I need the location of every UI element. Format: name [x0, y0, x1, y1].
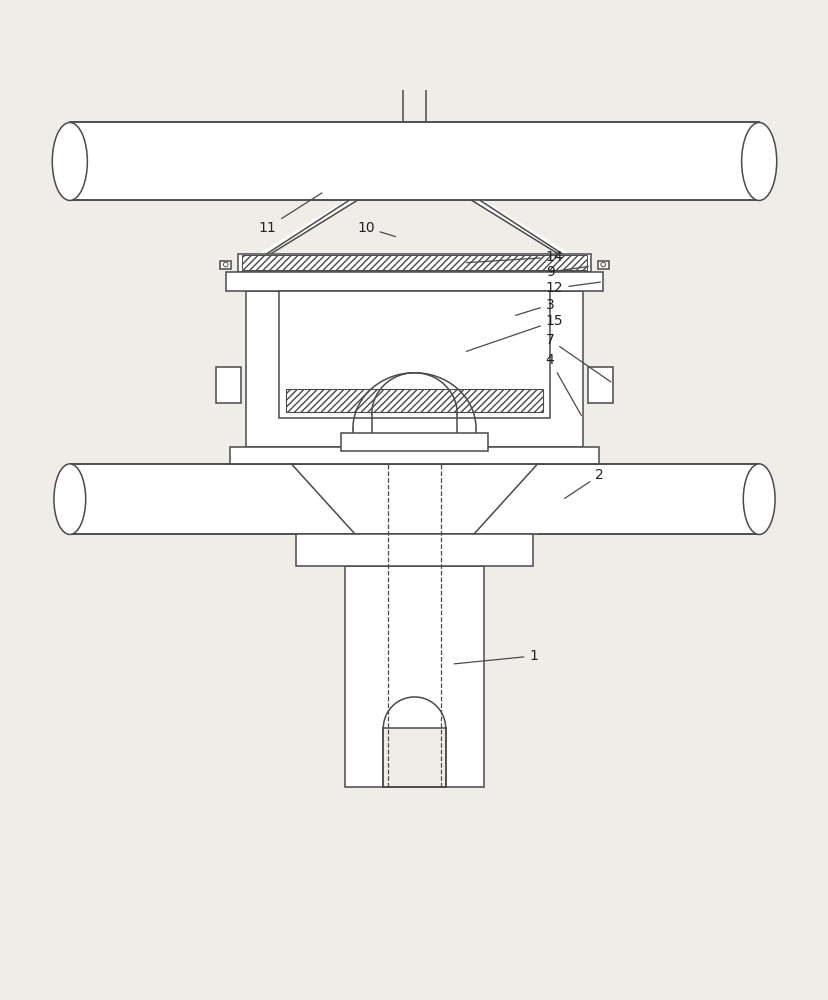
Bar [70, 464, 758, 534]
Text: 1: 1 [454, 649, 537, 664]
Text: 2: 2 [564, 468, 603, 498]
Text: 12: 12 [545, 281, 599, 295]
Text: 4: 4 [545, 353, 580, 416]
Polygon shape [291, 464, 355, 534]
Bar [344, 566, 484, 787]
Bar [238, 254, 590, 272]
Polygon shape [473, 464, 537, 534]
Bar [219, 261, 231, 269]
Bar [242, 255, 586, 270]
Bar [215, 367, 240, 403]
Bar [383, 728, 445, 787]
Ellipse shape [52, 122, 87, 200]
Circle shape [600, 262, 604, 267]
Bar [225, 272, 603, 291]
Bar [286, 389, 542, 412]
Text: 9: 9 [545, 265, 588, 279]
Bar [588, 367, 613, 403]
Bar [295, 534, 533, 566]
Bar [597, 261, 609, 269]
Bar [229, 447, 599, 464]
Text: 14: 14 [466, 250, 563, 264]
Ellipse shape [741, 122, 776, 200]
Text: 15: 15 [466, 314, 563, 351]
Polygon shape [471, 200, 570, 254]
Text: 11: 11 [258, 193, 321, 235]
Circle shape [224, 262, 228, 267]
Ellipse shape [743, 464, 774, 534]
Text: 10: 10 [357, 221, 395, 237]
Polygon shape [258, 200, 357, 254]
Bar [340, 433, 488, 451]
Bar [70, 122, 758, 200]
Bar [246, 291, 582, 447]
Ellipse shape [54, 464, 85, 534]
Text: 3: 3 [515, 298, 554, 315]
Bar [279, 291, 549, 418]
Text: 7: 7 [545, 333, 610, 382]
